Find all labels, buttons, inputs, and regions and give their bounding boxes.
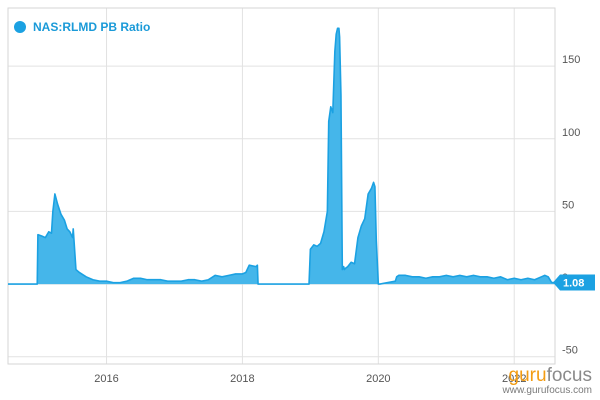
last-value-badge-shape: [553, 274, 595, 291]
grid: [8, 8, 555, 364]
y-tick-label: 150: [562, 54, 580, 66]
y-tick-label: -50: [562, 345, 578, 357]
y-tick-label: 50: [562, 199, 574, 211]
legend[interactable]: NAS:RLMD PB Ratio: [14, 20, 150, 34]
x-tick-label: 2022: [502, 373, 526, 385]
last-value-badge-text: 1.08: [563, 278, 584, 290]
x-tick-label: 2018: [230, 373, 254, 385]
last-value-badge: 1.08: [553, 274, 595, 291]
series-area: [8, 28, 555, 285]
legend-marker-icon: [14, 21, 26, 33]
watermark-logo: gurufocus: [503, 366, 592, 385]
gurufocus-watermark: gurufocus www.gurufocus.com: [503, 366, 592, 396]
legend-label: NAS:RLMD PB Ratio: [33, 20, 151, 34]
watermark-logo-part1: guru: [508, 365, 547, 386]
watermark-site: www.gurufocus.com: [502, 385, 592, 396]
watermark-logo-part2: focus: [546, 365, 592, 386]
x-tick-label: 2020: [366, 373, 390, 385]
x-tick-label: 2016: [94, 373, 118, 385]
y-axis-ticks: -50050100150: [562, 54, 580, 357]
y-tick-label: 100: [562, 127, 580, 139]
x-axis-ticks: 2016 2018 2020 2022: [94, 373, 526, 385]
plot-frame: [7, 7, 556, 365]
series-line: [8, 27, 555, 285]
